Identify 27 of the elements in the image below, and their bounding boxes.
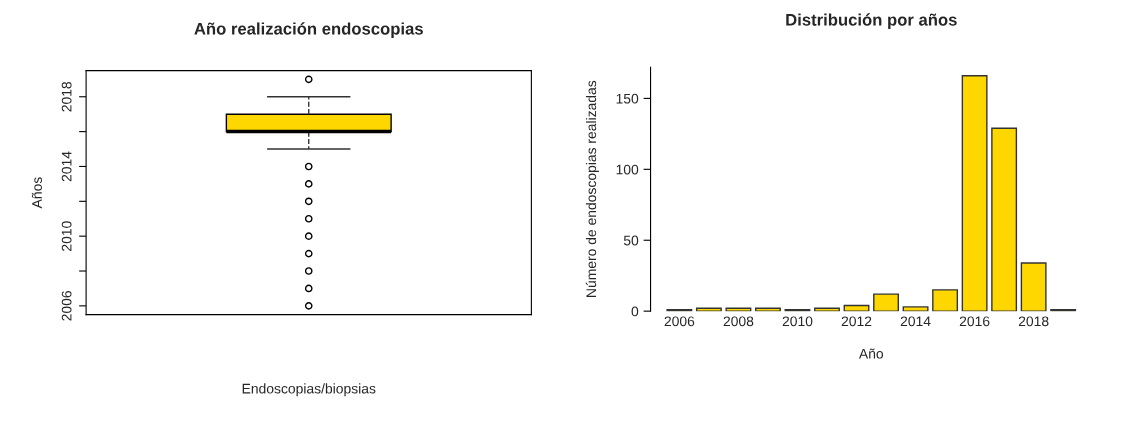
y-tick-label: 2010 (61, 221, 72, 251)
x-tick-label: 2006 (664, 316, 695, 327)
bar (843, 304, 870, 312)
chart-title: Año realización endoscopias (194, 22, 423, 38)
x-tick-label: 2012 (841, 316, 872, 327)
x-tick-label: 2010 (782, 316, 813, 327)
bar (902, 306, 929, 312)
y-axis-title: Años (31, 177, 42, 209)
y-tick-label: 0 (631, 306, 639, 317)
y-tick-label: 150 (616, 93, 639, 104)
y-axis-title: Número de endoscopias realizadas (585, 80, 599, 297)
chart-title: Distribución por años (786, 13, 957, 29)
y-tick-label: 2018 (61, 81, 72, 112)
x-tick-label: 2016 (959, 316, 990, 327)
x-tick-label: 2018 (1018, 316, 1049, 327)
x-axis-title: Año (858, 348, 884, 359)
bar (961, 75, 988, 312)
x-tick-label: 2008 (723, 316, 754, 327)
y-tick-label: 2014 (61, 151, 72, 182)
bar (873, 293, 899, 312)
y-tick-label: 50 (623, 235, 639, 246)
bar (1020, 262, 1047, 312)
x-tick-label: 2014 (900, 316, 931, 327)
bar (932, 289, 959, 312)
x-axis-title: Endoscopias/biopsias (242, 383, 376, 397)
bar (991, 127, 1018, 312)
y-tick-label: 100 (616, 164, 639, 175)
